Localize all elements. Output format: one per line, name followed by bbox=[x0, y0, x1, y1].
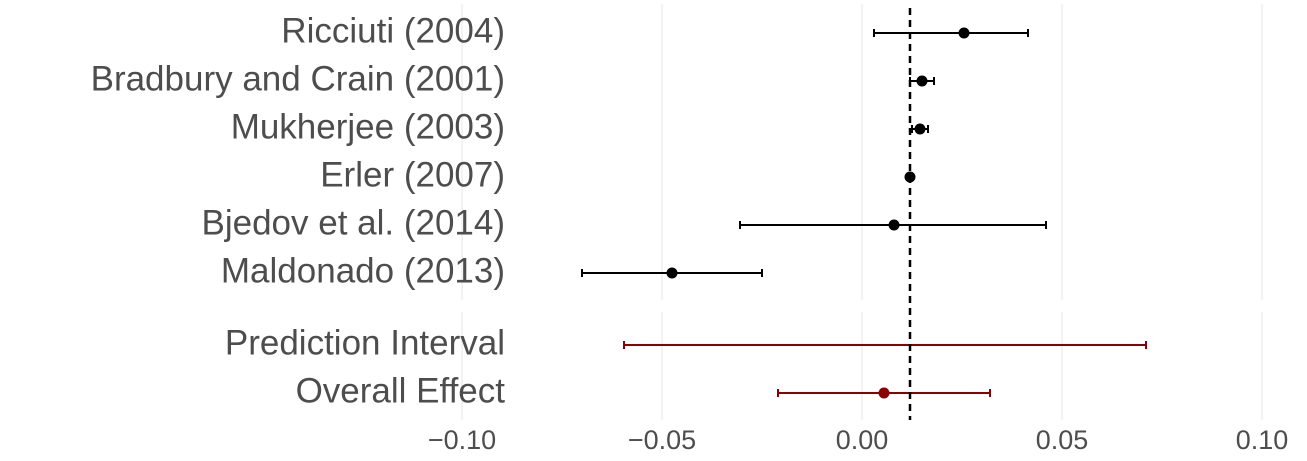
point bbox=[916, 75, 928, 87]
point bbox=[914, 123, 926, 135]
x-tick-label: 0.05 bbox=[1036, 425, 1089, 455]
row-label: Maldonado (2013) bbox=[221, 251, 505, 290]
row-label: Prediction Interval bbox=[225, 323, 505, 362]
point bbox=[888, 219, 900, 231]
row-label: Erler (2007) bbox=[320, 155, 505, 194]
x-tick-label: −0.10 bbox=[428, 425, 496, 455]
point bbox=[878, 387, 890, 399]
x-tick-label: 0.00 bbox=[836, 425, 889, 455]
point bbox=[666, 267, 678, 279]
row-label: Bradbury and Crain (2001) bbox=[91, 59, 505, 98]
row-label: Overall Effect bbox=[296, 371, 506, 410]
x-tick-label: −0.05 bbox=[628, 425, 696, 455]
x-tick-label: 0.10 bbox=[1236, 425, 1289, 455]
point bbox=[958, 27, 970, 39]
row-label: Mukherjee (2003) bbox=[231, 107, 505, 146]
row-label: Ricciuti (2004) bbox=[281, 11, 505, 50]
row-label: Bjedov et al. (2014) bbox=[201, 203, 505, 242]
